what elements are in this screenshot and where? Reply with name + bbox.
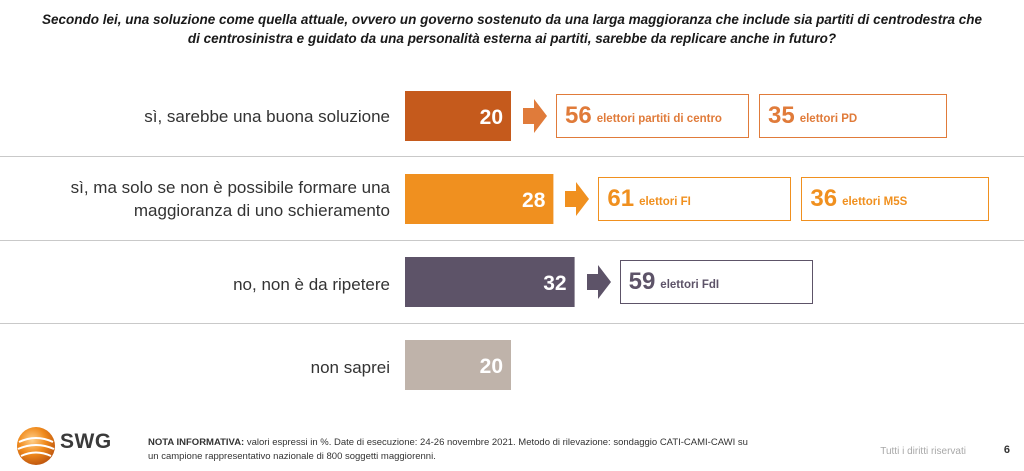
survey-question: Secondo lei, una soluzione come quella a… [42, 12, 982, 46]
row-separator [0, 156, 1024, 157]
category-label-line: maggioranza di uno schieramento [133, 201, 390, 220]
bar-0 [405, 91, 511, 141]
bar-value-label: 28 [522, 189, 546, 212]
category-label-solo-se: sì, ma solo se non è possibile formare u… [10, 176, 390, 222]
elector-label: elettori M5S [842, 195, 908, 208]
category-label-non-saprei: non saprei [310, 358, 390, 377]
category-label-non-ripetere: no, non è da ripetere [233, 275, 390, 294]
bar-value-label: 20 [480, 106, 503, 129]
elector-box: 61 elettori FI [598, 177, 792, 221]
elector-box: 35 elettori PD [759, 94, 947, 138]
elector-box: 59 elettori FdI [619, 260, 813, 304]
elector-box: 36 elettori M5S [801, 177, 990, 221]
swg-globe-logo-icon [17, 427, 55, 465]
elector-value: 36 [810, 185, 838, 212]
elector-box: 56 elettori partiti di centro [556, 94, 749, 138]
row-separator [0, 323, 1024, 324]
page-number: 6 [1003, 444, 1010, 456]
elector-value: 56 [565, 102, 592, 129]
elector-label: elettori FI [639, 195, 691, 208]
elector-label: elettori FdI [660, 278, 720, 291]
arrow-right-icon [586, 265, 611, 299]
elector-value: 61 [607, 185, 635, 212]
rights-reserved: Tutti i diritti riservati [880, 446, 966, 457]
elector-value: 35 [768, 102, 795, 129]
bar-value-label: 32 [543, 272, 566, 295]
bar-1 [405, 174, 554, 224]
row-separator [0, 240, 1024, 241]
category-label-line: sì, ma solo se non è possibile formare u… [70, 178, 390, 197]
note-text: valori espressi in %. Date di esecuzione… [246, 437, 748, 448]
elector-value: 59 [628, 268, 656, 295]
bar-2 [405, 257, 575, 307]
category-label-buona-soluzione: sì, sarebbe una buona soluzione [144, 107, 390, 126]
bar-value-label: 20 [480, 355, 503, 378]
elector-label: elettori partiti di centro [596, 112, 722, 125]
swg-logo-text: SWG [60, 430, 112, 453]
arrow-right-icon [565, 182, 590, 216]
elector-label: elettori PD [799, 112, 858, 125]
note-text: un campione rappresentativo nazionale di… [148, 451, 436, 462]
arrow-right-icon [523, 99, 547, 133]
bar-3 [405, 340, 511, 390]
methodology-note: NOTA INFORMATIVA: valori espressi in %. … [148, 436, 818, 464]
note-title: NOTA INFORMATIVA: [148, 437, 245, 448]
